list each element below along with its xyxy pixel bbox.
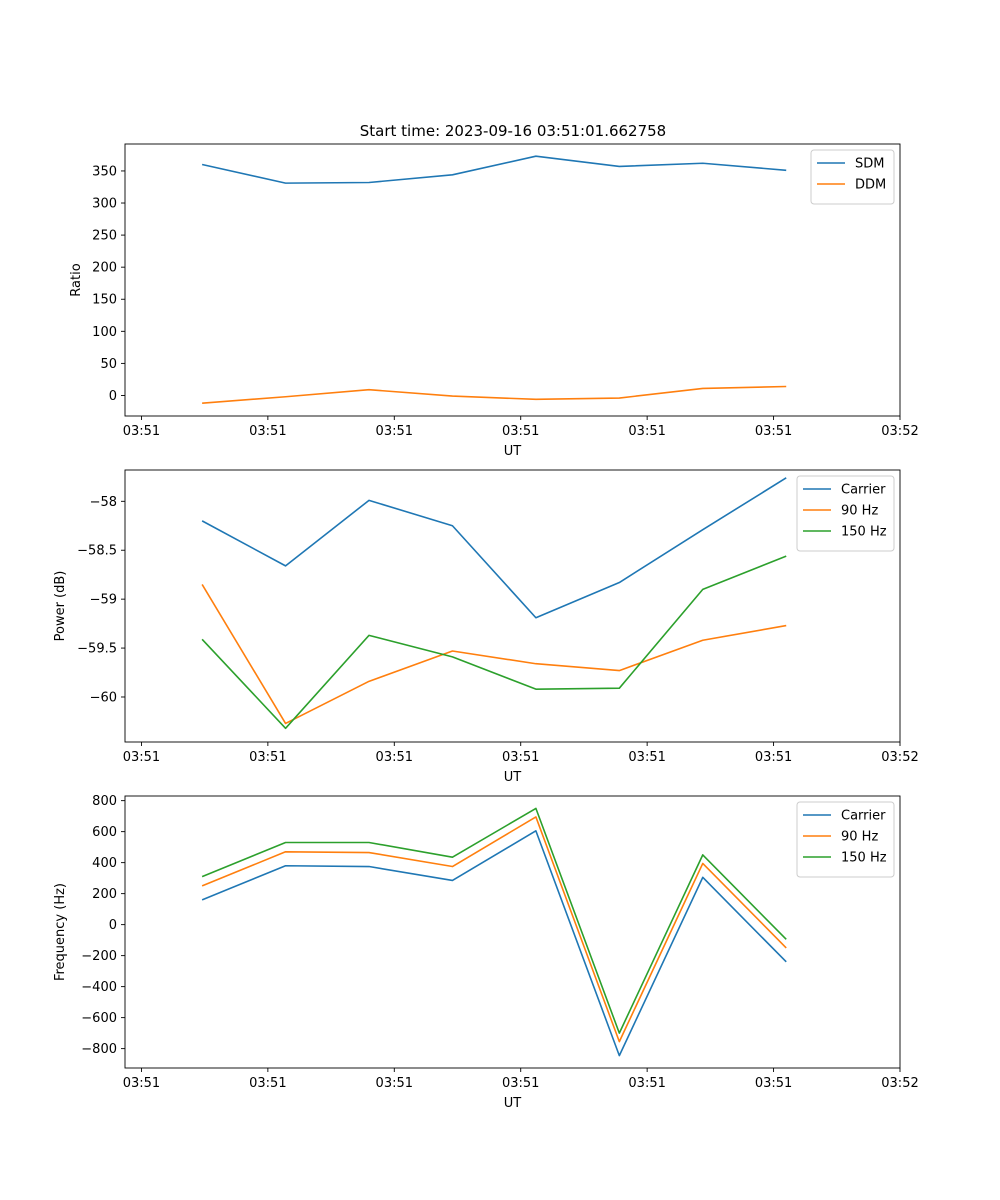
x-axis-label: UT [504, 444, 522, 459]
x-tick-label: 03:51 [502, 1076, 539, 1091]
x-tick-label: 03:51 [123, 424, 160, 439]
y-tick-label: 0 [109, 389, 117, 404]
y-tick-label: −800 [81, 1042, 117, 1057]
y-tick-label: 250 [92, 229, 117, 244]
x-tick-label: 03:51 [502, 424, 539, 439]
x-tick-label: 03:51 [376, 750, 413, 765]
x-tick-label: 03:51 [123, 750, 160, 765]
y-tick-label: −58 [90, 495, 117, 510]
axes-frame [124, 795, 901, 1069]
chart-2: 03:51 03:51 03:51 03:51 03:51 03:51 03:52 −60 −5… [53, 469, 919, 785]
y-tick-label: 100 [92, 325, 117, 340]
series-line-90-hz [201, 816, 787, 1043]
chart-3: 03:51 03:51 03:51 03:51 03:51 03:51 03:52 −800 −… [53, 794, 919, 1111]
series-line-90-hz [201, 584, 787, 725]
x-tick-label: 03:51 [755, 424, 792, 439]
series-line-carrier [201, 830, 787, 1057]
legend-box [796, 801, 895, 878]
legend-label: 90 Hz [841, 504, 878, 519]
legend-label: DDM [855, 178, 886, 193]
y-tick-label: −60 [90, 690, 117, 705]
y-tick-label: 400 [92, 856, 117, 871]
x-tick-label: 03:51 [628, 424, 665, 439]
y-tick-label: 150 [92, 293, 117, 308]
x-tick-label: 03:52 [881, 750, 918, 765]
y-tick-label: 0 [109, 918, 117, 933]
y-tick-label: 300 [92, 197, 117, 212]
x-tick-label: 03:51 [249, 1076, 286, 1091]
x-tick-label: 03:52 [881, 424, 918, 439]
y-tick-label: −58.5 [77, 544, 117, 559]
series-line-ddm [202, 385, 787, 404]
legend-label: 150 Hz [841, 525, 887, 540]
y-tick-label: 600 [92, 825, 117, 840]
legend: SDM DDM [810, 149, 895, 205]
legend-box [796, 475, 895, 552]
charts-root: 03:51 03:51 03:51 03:51 03:51 03:51 03:52 0 50 10… [53, 143, 919, 1111]
x-axis-label: UT [504, 1096, 522, 1111]
series-line-150-hz [201, 555, 787, 730]
y-tick-label: −400 [81, 980, 117, 995]
y-tick-label: −59 [90, 593, 117, 608]
legend-label: Carrier [841, 483, 886, 498]
y-tick-label: 200 [92, 261, 117, 276]
x-tick-label: 03:51 [249, 424, 286, 439]
y-tick-label: 200 [92, 887, 117, 902]
figure-title: Start time: 2023-09-16 03:51:01.662758 [360, 122, 666, 140]
x-tick-label: 03:51 [502, 750, 539, 765]
legend-label: 150 Hz [841, 851, 887, 866]
x-tick-label: 03:51 [755, 1076, 792, 1091]
x-tick-label: 03:51 [249, 750, 286, 765]
y-tick-label: 800 [92, 794, 117, 809]
y-tick-label: −600 [81, 1011, 117, 1026]
x-tick-label: 03:51 [755, 750, 792, 765]
y-axis-label: Frequency (Hz) [53, 883, 68, 981]
axes-frame [124, 469, 901, 743]
legend-label: 90 Hz [841, 830, 878, 845]
legend: Carrier 90 Hz 150 Hz [796, 475, 895, 552]
legend: Carrier 90 Hz 150 Hz [796, 801, 895, 878]
y-axis-label: Power (dB) [53, 571, 68, 642]
series-line-carrier [201, 477, 787, 619]
x-tick-label: 03:51 [123, 1076, 160, 1091]
y-tick-label: 50 [100, 357, 117, 372]
y-tick-label: −59.5 [77, 642, 117, 657]
y-axis-label: Ratio [69, 263, 84, 296]
x-tick-label: 03:51 [628, 750, 665, 765]
legend-label: Carrier [841, 809, 886, 824]
y-tick-label: 350 [92, 164, 117, 179]
series-line-150-hz [201, 807, 787, 1034]
x-tick-label: 03:51 [376, 424, 413, 439]
x-tick-label: 03:51 [376, 1076, 413, 1091]
series-line-sdm [201, 155, 787, 184]
y-tick-label: −200 [81, 949, 117, 964]
x-tick-label: 03:51 [628, 1076, 665, 1091]
x-axis-label: UT [504, 770, 522, 785]
legend-label: SDM [855, 157, 884, 172]
axes-frame [124, 143, 901, 417]
chart-1: 03:51 03:51 03:51 03:51 03:51 03:51 03:52 0 50 10… [69, 143, 919, 459]
x-tick-label: 03:52 [881, 1076, 918, 1091]
